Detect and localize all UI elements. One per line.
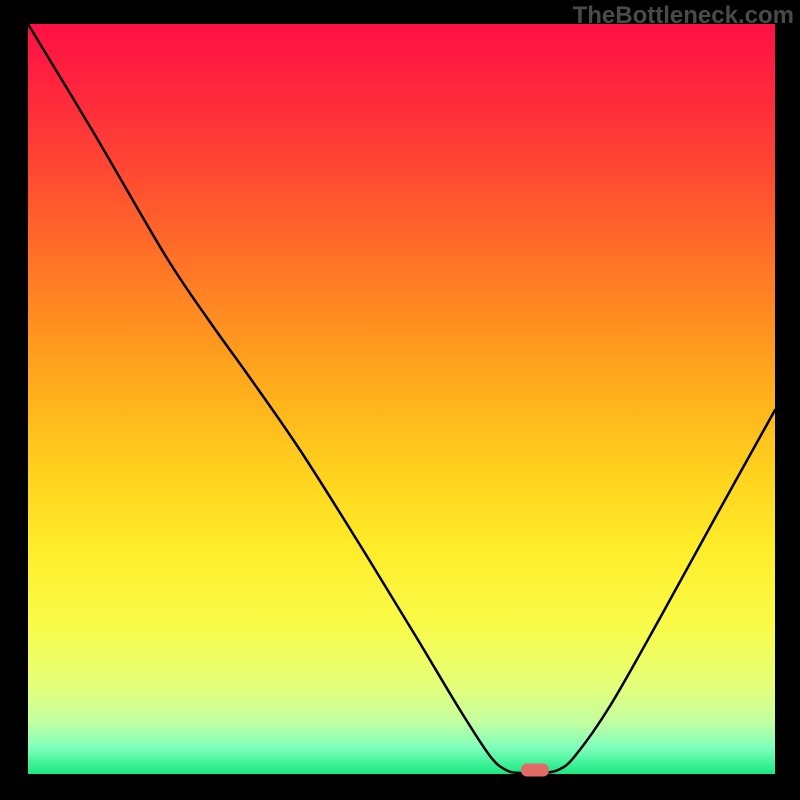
optimum-marker bbox=[521, 764, 549, 777]
curve-overlay bbox=[0, 0, 800, 800]
chart-container: TheBottleneck.com bbox=[0, 0, 800, 800]
bottleneck-curve bbox=[28, 24, 775, 773]
